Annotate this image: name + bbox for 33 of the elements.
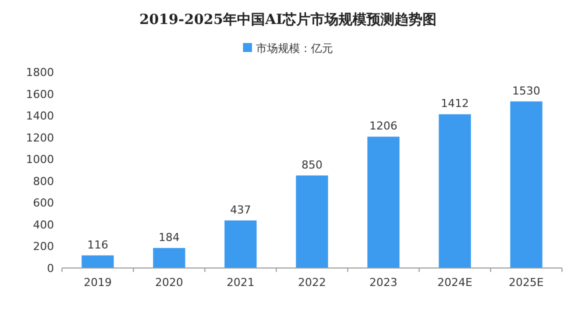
x-tick-label: 2025E [508, 276, 544, 289]
data-label: 437 [230, 203, 252, 216]
y-tick-label: 1000 [26, 153, 54, 166]
y-tick-label: 200 [33, 240, 54, 254]
legend-label: 市场规模：亿元 [256, 42, 333, 55]
y-tick-label: 1600 [26, 88, 54, 101]
y-tick-label: 400 [33, 218, 54, 232]
y-tick-label: 800 [33, 174, 54, 188]
bar [296, 175, 328, 268]
y-tick-label: 600 [33, 196, 54, 210]
x-tick-label: 2020 [155, 276, 184, 289]
x-tick-label: 2023 [369, 276, 398, 289]
x-tick-label: 2024E [437, 276, 472, 289]
y-tick-label: 1800 [26, 66, 54, 79]
x-tick-label: 2022 [298, 276, 326, 289]
y-tick-label: 1400 [26, 110, 54, 123]
bar [510, 101, 542, 268]
y-tick-label: 0 [47, 262, 54, 275]
y-tick-label: 1200 [26, 131, 54, 144]
data-label: 116 [87, 238, 108, 252]
data-label: 1206 [369, 120, 398, 133]
bar [82, 255, 114, 268]
data-label: 1412 [440, 97, 469, 110]
bar [438, 114, 471, 268]
bar [224, 220, 257, 268]
data-label: 184 [158, 230, 180, 244]
x-tick-label: 2019 [84, 276, 112, 289]
data-label: 1530 [512, 84, 540, 98]
bar [153, 248, 186, 268]
x-tick-label: 2021 [226, 276, 255, 289]
data-label: 850 [302, 158, 322, 172]
chart-title: 2019-2025年中国AI芯片市场规模预测趋势图 [139, 11, 437, 28]
bar [367, 136, 400, 268]
